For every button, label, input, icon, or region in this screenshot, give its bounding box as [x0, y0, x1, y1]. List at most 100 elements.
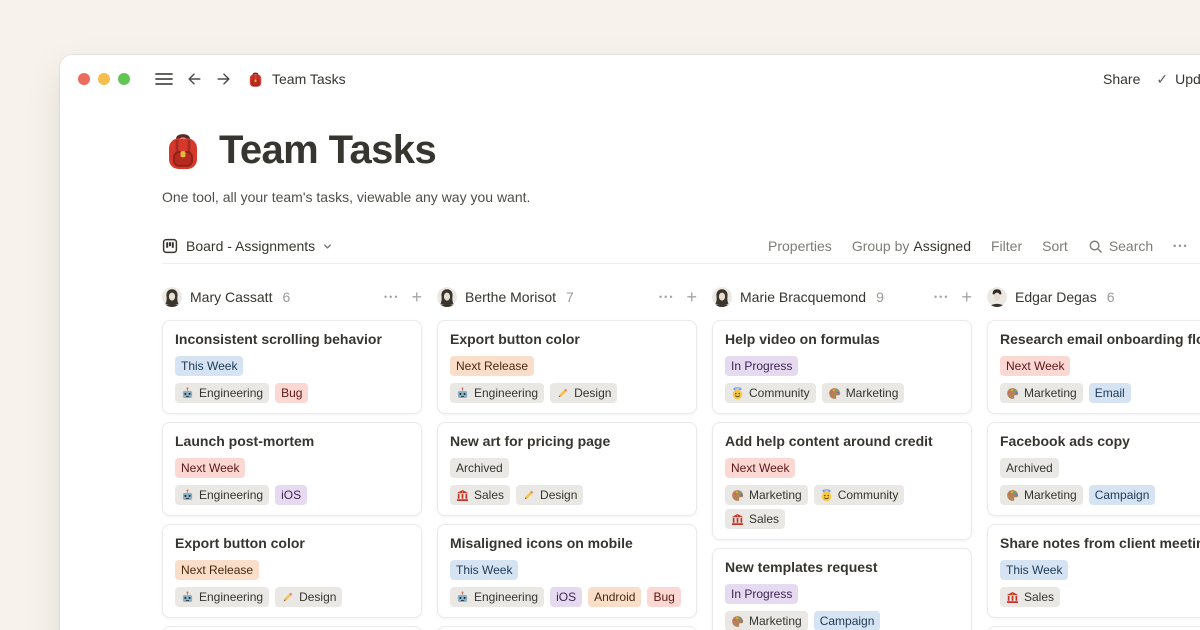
- assignee-avatar: [987, 287, 1007, 307]
- column-title: Berthe Morisot: [465, 289, 557, 305]
- tag-badge: iOS: [275, 485, 308, 505]
- column-add-icon[interactable]: +: [411, 287, 422, 307]
- tag-badge: Community: [813, 485, 905, 505]
- tag-badge: Email: [1088, 383, 1131, 403]
- tag-badge: Bug: [647, 587, 681, 607]
- titlebar: Team Tasks Share ✓ Updates: [60, 55, 1200, 103]
- task-card[interactable]: New templates request In Progress Market…: [712, 548, 972, 630]
- view-toolbar: Board - Assignments Properties Group by A…: [162, 229, 1200, 264]
- task-card[interactable]: Share notes from client meeting This Wee…: [987, 524, 1200, 618]
- task-card[interactable]: New art for pricing page Archived Sales D…: [437, 422, 697, 516]
- column-count: 6: [282, 289, 291, 305]
- task-title: Help video on formulas: [725, 331, 880, 347]
- app-window: Team Tasks Share ✓ Updates Team Tasks On…: [60, 55, 1200, 630]
- bank-icon: [456, 489, 469, 502]
- tag-badge: Sales: [450, 485, 511, 505]
- tag-badge: Engineering: [450, 383, 545, 403]
- tag-badge: Marketing: [821, 383, 905, 403]
- column-count: 9: [876, 289, 884, 305]
- close-window-icon[interactable]: [78, 73, 90, 85]
- column-add-icon[interactable]: +: [961, 287, 972, 307]
- task-title: Inconsistent scrolling behavior: [175, 331, 382, 347]
- column-more-icon[interactable]: •••: [384, 292, 400, 302]
- tag-badge: Marketing: [725, 485, 808, 505]
- column-more-icon[interactable]: •••: [934, 292, 950, 302]
- forward-arrow-icon[interactable]: [215, 71, 232, 87]
- column-more-icon[interactable]: •••: [659, 292, 675, 302]
- sort-button[interactable]: Sort: [1042, 238, 1068, 254]
- view-switcher[interactable]: Board - Assignments: [162, 238, 333, 254]
- minimize-window-icon[interactable]: [98, 73, 110, 85]
- tag-badge: Bug: [275, 383, 309, 403]
- assignee-avatar: [437, 287, 457, 307]
- status-badge: In Progress: [725, 584, 799, 604]
- task-card[interactable]: Misaligned icons on mobile This Week Eng…: [437, 524, 697, 618]
- filter-button[interactable]: Filter: [991, 238, 1023, 254]
- status-badge: Next Week: [1000, 356, 1071, 376]
- status-badge: Archived: [450, 458, 509, 478]
- task-title: Export button color: [175, 535, 305, 551]
- status-badge: In Progress: [725, 356, 799, 376]
- column-add-icon[interactable]: +: [686, 287, 697, 307]
- pencil-icon: [281, 591, 294, 604]
- tag-badge: iOS: [550, 587, 583, 607]
- group-by-value: Assigned: [913, 238, 971, 254]
- task-title: Research email onboarding flows: [1000, 331, 1200, 347]
- status-badge: Next Release: [450, 356, 535, 376]
- robot-icon: [456, 386, 469, 400]
- hamburger-icon[interactable]: [155, 72, 173, 86]
- tag-badge: Engineering: [450, 587, 545, 607]
- tag-badge: Community: [725, 383, 816, 403]
- page-backpack-icon[interactable]: [162, 130, 204, 172]
- task-card[interactable]: Launch post-mortem Next Week Engineering…: [162, 422, 422, 516]
- column-header: Berthe Morisot 7 ••• +: [437, 286, 697, 308]
- task-card[interactable]: Export button color Next Release Enginee…: [162, 524, 422, 618]
- column-count: 7: [566, 289, 574, 305]
- task-card[interactable]: Facebook ads copy Archived Marketing Camp…: [987, 422, 1200, 516]
- search-button[interactable]: Search: [1088, 238, 1153, 254]
- task-title: New templates request: [725, 559, 878, 575]
- task-title: Add help content around credit: [725, 433, 933, 449]
- task-card[interactable]: Help video on formulas In Progress Commu…: [712, 320, 972, 414]
- column-header: Mary Cassatt 6 ••• +: [162, 286, 422, 308]
- group-by-button[interactable]: Group by Assigned: [851, 238, 971, 254]
- tag-badge: Marketing: [1000, 485, 1083, 505]
- column-header: Marie Bracquemond 9 ••• +: [712, 286, 972, 308]
- task-card[interactable]: [437, 626, 697, 630]
- zoom-window-icon[interactable]: [118, 73, 130, 85]
- tag-badge: Marketing: [725, 611, 808, 630]
- back-arrow-icon[interactable]: [186, 71, 203, 87]
- share-button[interactable]: Share: [1103, 71, 1141, 87]
- updates-button[interactable]: ✓ Updates: [1156, 71, 1200, 88]
- status-badge: Archived: [1000, 458, 1059, 478]
- palette-icon: [828, 387, 841, 400]
- backpack-icon: [247, 71, 264, 88]
- tag-badge: Engineering: [175, 587, 270, 607]
- palette-icon: [1006, 387, 1019, 400]
- board-view-icon: [162, 238, 178, 254]
- assignee-avatar: [162, 287, 182, 307]
- task-card[interactable]: [987, 626, 1200, 630]
- properties-button[interactable]: Properties: [768, 238, 832, 254]
- board-column: Marie Bracquemond 9 ••• + Help video on …: [712, 286, 972, 630]
- task-card[interactable]: [162, 626, 422, 630]
- task-card[interactable]: Export button color Next Release Enginee…: [437, 320, 697, 414]
- toolbar-more-icon[interactable]: •••: [1173, 241, 1189, 251]
- task-card[interactable]: Research email onboarding flows Next Wee…: [987, 320, 1200, 414]
- task-title: Facebook ads copy: [1000, 433, 1130, 449]
- titlebar-doc-title: Team Tasks: [272, 71, 346, 87]
- task-card[interactable]: Add help content around credit Next Week…: [712, 422, 972, 540]
- status-badge: This Week: [175, 356, 244, 376]
- page-subtitle[interactable]: One tool, all your team's tasks, viewabl…: [162, 189, 531, 205]
- kanban-board: Mary Cassatt 6 ••• + Inconsistent scroll…: [162, 286, 1200, 630]
- tag-badge: Engineering: [175, 383, 270, 403]
- column-title: Edgar Degas: [1015, 289, 1097, 305]
- task-card[interactable]: Inconsistent scrolling behavior This Wee…: [162, 320, 422, 414]
- palette-icon: [731, 489, 744, 502]
- palette-icon: [731, 615, 744, 628]
- tag-badge: Android: [588, 587, 642, 607]
- page-title[interactable]: Team Tasks: [219, 128, 437, 172]
- task-title: Launch post-mortem: [175, 433, 315, 449]
- robot-icon: [456, 590, 469, 604]
- tag-badge: Design: [550, 383, 618, 403]
